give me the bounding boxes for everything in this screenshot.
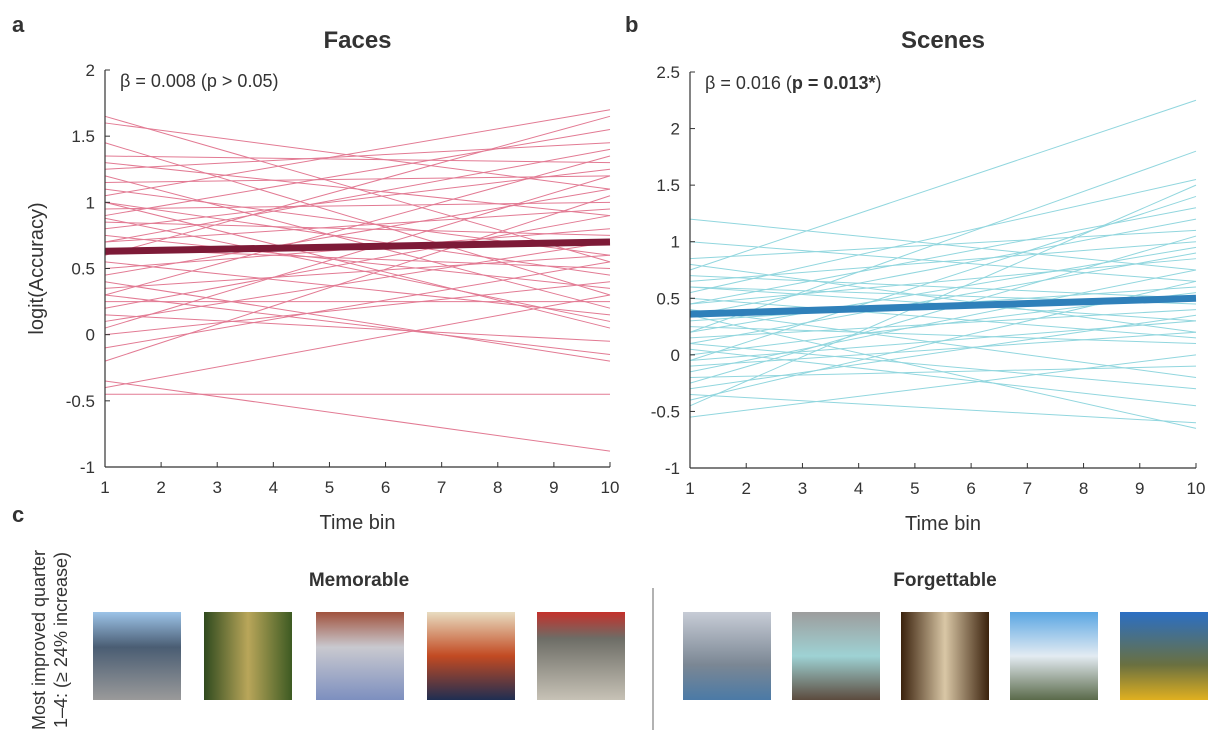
x-tick-label: 5 [910, 479, 919, 498]
c-ylabel-line: Most improved quarter [29, 550, 49, 730]
annotation-part: β = 0.016 ( [705, 73, 792, 93]
y-tick-label: 1 [86, 193, 95, 212]
c-ylabel: Most improved quarter 1–4: (≥ 24% increa… [29, 550, 71, 730]
series-line [690, 259, 1196, 304]
y-tick-label: -1 [665, 459, 680, 478]
series-line [105, 196, 610, 361]
series-line [105, 156, 610, 163]
series-line [690, 196, 1196, 360]
series-line [105, 110, 610, 196]
c-ylabel-line: 1–4: (≥ 24% increase) [51, 552, 71, 728]
thumbnail [537, 612, 625, 700]
group-title: Memorable [309, 570, 409, 591]
series-line [105, 282, 610, 361]
y-tick-label: 2 [86, 61, 95, 80]
x-axis-label: Time bin [905, 513, 981, 535]
group-title: Forgettable [893, 570, 996, 591]
y-tick-label: 0 [86, 326, 95, 345]
x-tick-label: 10 [1187, 479, 1206, 498]
series-line [105, 130, 610, 216]
y-tick-label: 2 [671, 120, 680, 139]
series-line [105, 156, 610, 295]
x-axis-label: Time bin [320, 512, 396, 534]
thumbnail [93, 612, 181, 700]
annotation-part: p = 0.013* [792, 73, 876, 93]
x-tick-label: 8 [493, 478, 502, 497]
x-tick-label: 6 [966, 479, 975, 498]
panel-label: b [625, 12, 638, 37]
page: a b c Most improved quarter 1–4: (≥ 24% … [0, 0, 1217, 756]
y-tick-label: 2.5 [656, 63, 680, 82]
x-tick-label: 1 [685, 479, 694, 498]
x-tick-label: 10 [601, 478, 620, 497]
x-tick-label: 6 [381, 478, 390, 497]
y-tick-label: 0 [671, 346, 680, 365]
x-tick-label: 4 [269, 478, 278, 497]
series-line [105, 143, 610, 169]
chart-title: Scenes [901, 27, 985, 54]
panel-label: a [12, 12, 25, 37]
y-tick-label: 0.5 [656, 289, 680, 308]
series-line [105, 381, 610, 451]
thumbnail [792, 612, 880, 700]
series-line [690, 355, 1196, 417]
y-tick-label: -0.5 [651, 402, 680, 421]
thumbnail [1120, 612, 1208, 700]
panel-label: c [12, 502, 24, 527]
x-tick-label: 9 [1135, 479, 1144, 498]
series-line [690, 394, 1196, 422]
x-tick-label: 7 [1023, 479, 1032, 498]
y-axis-label: logit(Accuracy) [26, 202, 48, 334]
chart-title: Faces [323, 27, 391, 54]
thumbnail [1010, 612, 1098, 700]
annotation: β = 0.008 (p > 0.05) [120, 71, 278, 91]
series-line [105, 282, 610, 335]
x-tick-label: 1 [100, 478, 109, 497]
x-tick-label: 2 [741, 479, 750, 498]
x-tick-label: 8 [1079, 479, 1088, 498]
y-tick-label: -0.5 [66, 392, 95, 411]
x-tick-label: 5 [325, 478, 334, 497]
y-tick-label: 0.5 [71, 260, 95, 279]
thumbnail [204, 612, 292, 700]
thumbnail [427, 612, 515, 700]
x-tick-label: 4 [854, 479, 863, 498]
thumbnail [901, 612, 989, 700]
x-tick-label: 2 [156, 478, 165, 497]
thumbnail [683, 612, 771, 700]
annotation-part: ) [875, 73, 881, 93]
annotation: β = 0.016 (p = 0.013*) [705, 73, 881, 93]
figure: a b c Most improved quarter 1–4: (≥ 24% … [0, 0, 1217, 751]
series-line [105, 315, 610, 341]
x-tick-label: 3 [798, 479, 807, 498]
y-tick-label: 1.5 [71, 127, 95, 146]
x-tick-label: 7 [437, 478, 446, 497]
y-tick-label: -1 [80, 458, 95, 477]
y-tick-label: 1.5 [656, 176, 680, 195]
x-tick-label: 9 [549, 478, 558, 497]
series-line [105, 295, 610, 355]
series-line [105, 202, 610, 275]
annotation-part: β = 0.008 (p > 0.05) [120, 71, 278, 91]
thumbnail [316, 612, 404, 700]
y-tick-label: 1 [671, 233, 680, 252]
series-line [690, 270, 1196, 372]
series-line [690, 276, 1196, 299]
x-tick-label: 3 [212, 478, 221, 497]
